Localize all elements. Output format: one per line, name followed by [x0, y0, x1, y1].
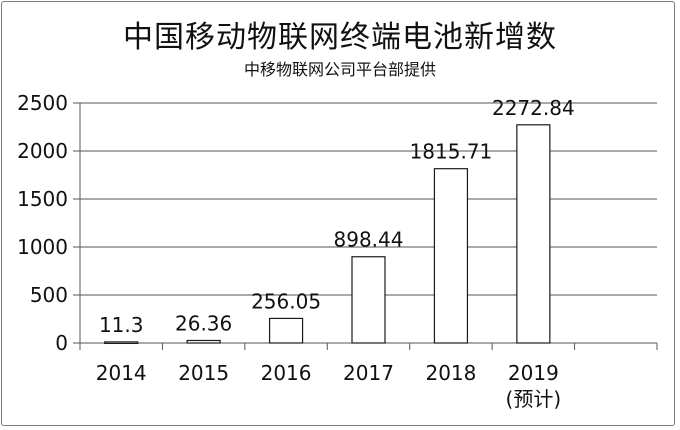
x-tick-label: 2014 [96, 361, 147, 385]
x-tick-note: (预计) [506, 387, 562, 411]
bar [268, 317, 304, 344]
x-tick-label: 2015 [178, 361, 229, 385]
data-label: 11.3 [99, 313, 144, 337]
x-tick-label: 2016 [261, 361, 312, 385]
y-tick-label: 0 [55, 331, 68, 355]
chart-title: 中国移动物联网终端电池新增数 [123, 20, 557, 55]
bar [516, 124, 551, 344]
y-tick-label: 1500 [17, 187, 68, 211]
data-label: 2272.84 [492, 96, 575, 120]
bar [104, 341, 139, 345]
bar [186, 339, 221, 344]
y-tick-label: 500 [30, 283, 68, 307]
y-tick-label: 2500 [17, 91, 68, 115]
chart-subtitle: 中移物联网公司平台部提供 [243, 60, 436, 79]
data-label: 26.36 [175, 311, 232, 335]
y-tick-label: 1000 [17, 235, 68, 259]
x-tick-label: 2019 [508, 361, 559, 385]
data-label: 1815.71 [410, 140, 493, 164]
bar [351, 256, 386, 344]
x-tick-label: 2018 [425, 361, 476, 385]
data-label: 898.44 [334, 228, 404, 252]
chart-frame [1, 1, 675, 426]
y-tick-label: 2000 [17, 139, 68, 163]
bar [433, 168, 469, 344]
x-tick-label: 2017 [343, 361, 394, 385]
data-label: 256.05 [251, 289, 321, 313]
